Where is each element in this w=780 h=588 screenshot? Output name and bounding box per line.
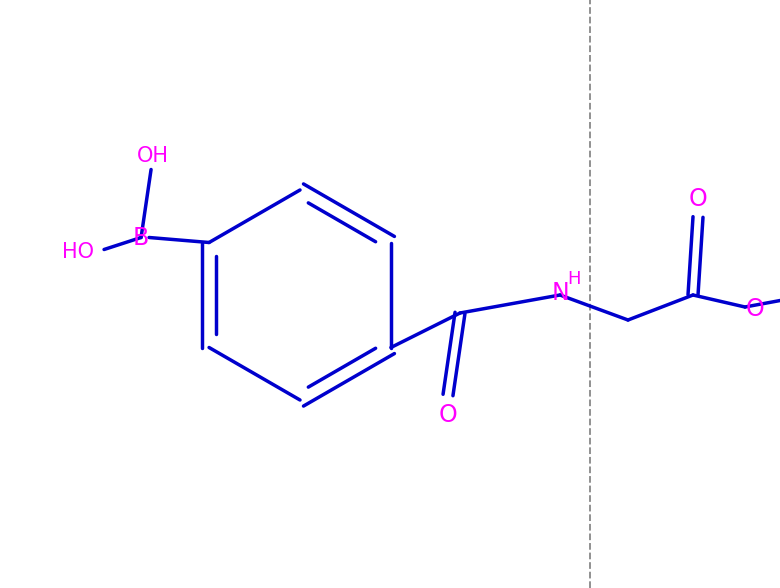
Text: OH: OH: [137, 145, 169, 165]
Text: H: H: [567, 270, 581, 288]
Text: O: O: [689, 187, 707, 211]
Text: N: N: [552, 281, 570, 305]
Text: O: O: [746, 297, 764, 321]
Text: HO: HO: [62, 242, 94, 262]
Text: O: O: [438, 403, 457, 427]
Text: B: B: [133, 226, 149, 249]
